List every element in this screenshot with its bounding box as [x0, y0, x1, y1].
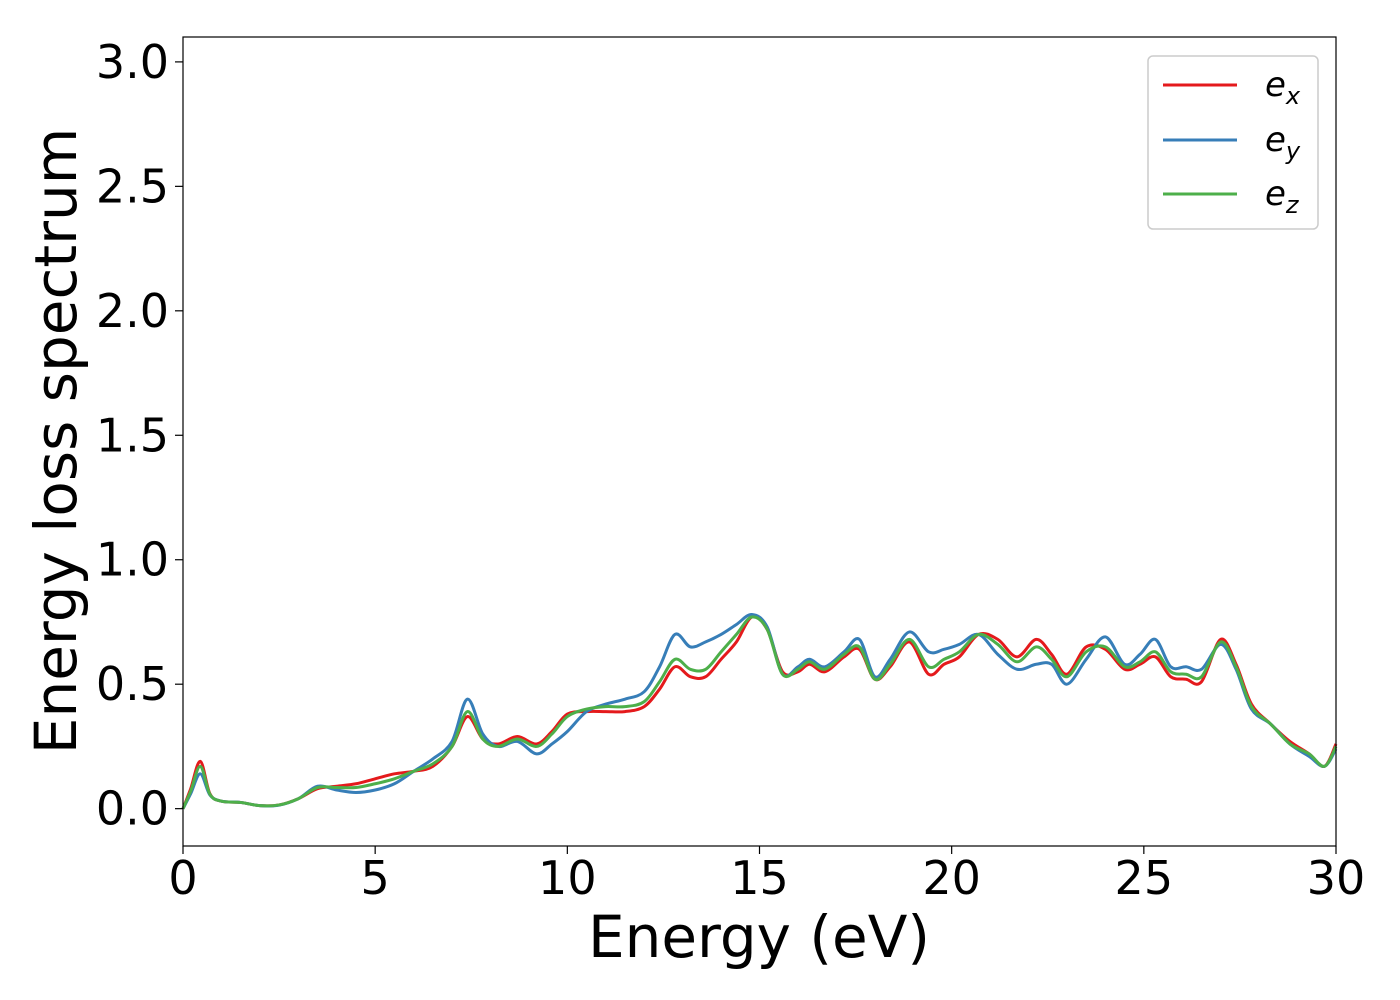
- series-line-y: [181, 613, 1338, 810]
- series-line-z: [181, 615, 1338, 810]
- legend-label-y-sub: y: [1285, 137, 1301, 165]
- y-tick-label: 0.0: [96, 782, 169, 836]
- series-layer: [181, 613, 1338, 810]
- legend-label-x-base: e: [1265, 65, 1286, 105]
- y-tick-label: 0.5: [96, 657, 169, 711]
- y-tick-label: 1.0: [96, 533, 169, 587]
- x-tick-label: 5: [361, 851, 390, 905]
- legend-entry-y: ey: [1163, 120, 1301, 165]
- legend: ex ey ez: [1147, 55, 1319, 230]
- legend-label-z: ez: [1265, 174, 1300, 219]
- y-tick-label: 2.0: [96, 284, 169, 338]
- y-tick-label: 3.0: [96, 35, 169, 89]
- legend-entry-x: ex: [1163, 65, 1301, 110]
- x-tick-label: 20: [922, 851, 981, 905]
- legend-label-z-base: e: [1265, 174, 1286, 214]
- legend-frame: [1147, 55, 1319, 230]
- series-line-x: [181, 615, 1338, 810]
- y-axis-ticks: 0.0 0.5 1.0 1.5 2.0 2.5 3.0: [96, 35, 183, 836]
- legend-label-z-sub: z: [1285, 191, 1300, 219]
- legend-label-y-base: e: [1265, 120, 1286, 160]
- y-tick-label: 1.5: [96, 408, 169, 462]
- x-tick-label: 10: [538, 851, 597, 905]
- x-tick-label: 25: [1115, 851, 1174, 905]
- y-axis-label: Energy loss spectrum: [22, 128, 90, 754]
- x-tick-label: 15: [730, 851, 789, 905]
- legend-entry-z: ez: [1163, 174, 1300, 219]
- legend-label-x: ex: [1265, 65, 1301, 110]
- y-tick-label: 2.5: [96, 159, 169, 213]
- legend-label-x-sub: x: [1285, 82, 1301, 110]
- x-tick-label: 0: [168, 851, 197, 905]
- legend-label-y: ey: [1265, 120, 1301, 165]
- x-axis-label: Energy (eV): [588, 903, 930, 971]
- x-axis-ticks: 0 5 10 15 20 25 30: [168, 846, 1365, 905]
- x-tick-label: 30: [1307, 851, 1366, 905]
